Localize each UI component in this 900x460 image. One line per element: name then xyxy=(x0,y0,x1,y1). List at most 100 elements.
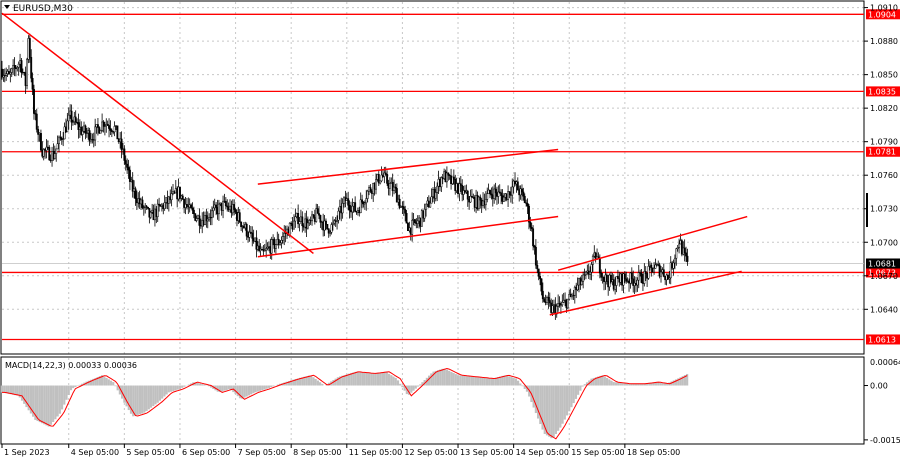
candle-body xyxy=(279,242,282,246)
candle-body xyxy=(508,191,511,196)
candle-body xyxy=(67,114,70,122)
x-tick-label: 18 Sep 05:00 xyxy=(627,448,680,457)
candle-body xyxy=(191,207,194,211)
candle-body xyxy=(123,148,126,161)
candle-body xyxy=(192,209,195,214)
candle-body xyxy=(99,130,102,134)
candle-body xyxy=(526,202,529,207)
candle-body xyxy=(489,189,491,195)
candle-body xyxy=(5,73,8,76)
candle-body xyxy=(354,202,357,212)
candle-body xyxy=(660,271,662,277)
candle-body xyxy=(673,257,676,264)
candle-body xyxy=(110,130,113,132)
candle-body xyxy=(573,286,576,296)
candle-body xyxy=(375,179,377,190)
candle-body xyxy=(109,128,112,131)
candle-body xyxy=(1,68,3,78)
candle-body xyxy=(605,274,608,282)
y-tick-label: 1.0640 xyxy=(870,305,898,314)
trend-line[interactable] xyxy=(257,215,559,258)
candle-body xyxy=(147,206,149,209)
candle-body xyxy=(141,199,144,208)
candle-body xyxy=(13,65,16,69)
candle-body xyxy=(348,205,351,211)
trend-line[interactable] xyxy=(557,215,748,271)
candle-body xyxy=(615,276,618,286)
candle-body xyxy=(48,147,51,161)
candle-body xyxy=(116,125,119,140)
candle-body xyxy=(308,220,311,224)
candle-body xyxy=(647,266,650,279)
candle-body xyxy=(33,89,35,114)
candle-body xyxy=(234,209,237,213)
x-tick-label: 1 Sep 2023 xyxy=(4,448,50,457)
candle-body xyxy=(283,232,286,237)
y-tick-label: 1.0670 xyxy=(870,272,898,281)
candle-body xyxy=(413,219,416,224)
candle-body xyxy=(265,248,268,251)
candle-body xyxy=(612,279,615,290)
candle-body xyxy=(536,264,539,270)
candle-body xyxy=(530,226,533,229)
candle-body xyxy=(493,188,496,199)
candle-body xyxy=(45,146,48,151)
symbol-header[interactable]: EURUSD,M30 xyxy=(4,4,73,14)
candle-body xyxy=(163,202,166,209)
candle-body xyxy=(637,272,640,281)
candle-body xyxy=(195,218,198,221)
candle-body xyxy=(127,167,130,171)
candle-body xyxy=(643,271,646,284)
candle-body xyxy=(26,59,28,86)
candle-body xyxy=(583,274,586,276)
dropdown-triangle-icon[interactable] xyxy=(4,5,10,9)
candle-body xyxy=(80,126,83,135)
candle-body xyxy=(20,60,23,73)
candle-body xyxy=(217,203,220,215)
price-level-label: 1.0835 xyxy=(868,87,896,96)
candle-body xyxy=(108,125,111,129)
chart-scroll-marker[interactable] xyxy=(866,193,868,227)
trend-line[interactable] xyxy=(549,270,742,316)
candle-body xyxy=(281,236,284,241)
current-price-label: 1.0681 xyxy=(868,259,896,268)
x-tick-label: 6 Sep 05:00 xyxy=(182,448,230,457)
candle-body xyxy=(636,279,639,286)
candle-body xyxy=(458,183,461,194)
candle-body xyxy=(56,143,59,150)
candle-body xyxy=(226,205,229,208)
candle-body xyxy=(366,190,369,199)
candle-body xyxy=(28,38,31,58)
x-tick-label: 8 Sep 05:00 xyxy=(293,448,341,457)
candle-body xyxy=(66,120,69,133)
candle-body xyxy=(58,136,60,145)
candle-body xyxy=(249,231,252,234)
candle-body xyxy=(30,57,33,79)
candle-body xyxy=(379,180,382,184)
candle-body xyxy=(559,304,562,307)
candle-body xyxy=(653,268,656,273)
macd-plot-frame xyxy=(0,356,865,445)
candle-body xyxy=(425,203,427,210)
candle-body xyxy=(209,217,212,219)
y-tick-label: 1.0910 xyxy=(870,4,898,13)
candle-body xyxy=(590,264,593,273)
trend-line[interactable] xyxy=(1,12,314,255)
x-tick-label: 14 Sep 05:00 xyxy=(516,448,569,457)
candle-body xyxy=(497,191,500,197)
candle-body xyxy=(685,252,687,257)
y-tick-label: 1.0880 xyxy=(870,37,898,46)
trend-line[interactable] xyxy=(257,148,559,185)
candle-body xyxy=(658,264,661,277)
candle-body xyxy=(667,274,669,280)
macd-y-tick-label: 0.00 xyxy=(870,382,888,391)
candle-body xyxy=(622,273,625,286)
candle-body xyxy=(462,190,465,195)
candle-body xyxy=(323,220,326,231)
candle-body xyxy=(306,222,309,229)
candle-body xyxy=(644,271,647,275)
candle-body xyxy=(59,136,62,139)
candle-body xyxy=(280,240,283,244)
candle-body xyxy=(680,240,683,255)
